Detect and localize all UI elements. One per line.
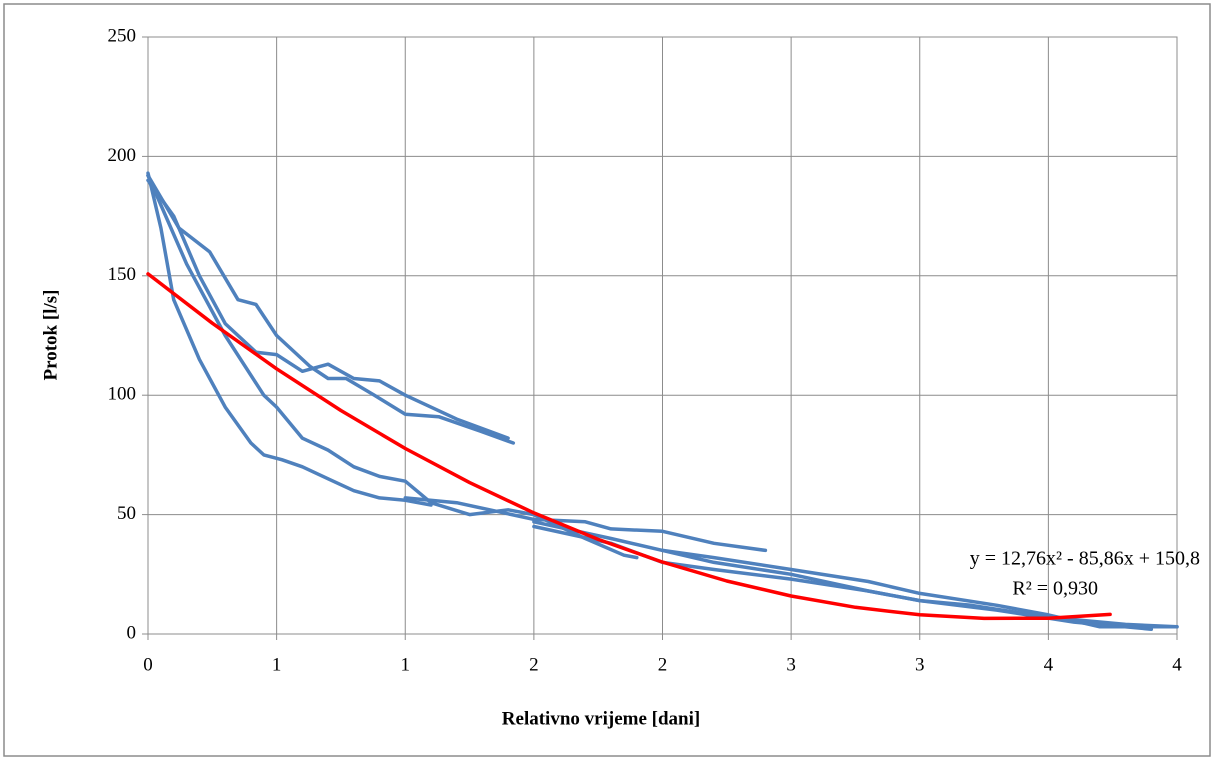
y-tick-label: 100 xyxy=(108,384,137,405)
trendline-r2: R² = 0,930 xyxy=(1012,578,1098,600)
series-line xyxy=(146,272,1112,621)
trendline-equation: y = 12,76x² - 85,86x + 150,8 xyxy=(970,548,1200,570)
y-tick-label: 50 xyxy=(117,503,136,524)
x-tick-label: 4 xyxy=(1172,654,1182,675)
series-line xyxy=(403,496,768,553)
x-axis-label: Relativno vrijeme [dani] xyxy=(502,708,700,729)
series-line xyxy=(146,171,433,507)
y-axis-label: Protok [l/s] xyxy=(40,290,61,381)
y-tick-label: 250 xyxy=(108,25,137,46)
x-tick-label: 0 xyxy=(143,654,153,675)
series-line xyxy=(146,178,510,440)
series-line xyxy=(146,173,516,445)
x-tick-label: 2 xyxy=(529,654,539,675)
x-tick-label: 2 xyxy=(658,654,668,675)
series-line xyxy=(660,548,1179,629)
x-tick-label: 4 xyxy=(1044,654,1054,675)
x-tick-label: 1 xyxy=(272,654,282,675)
x-tick-label: 3 xyxy=(786,654,796,675)
x-tick-label: 3 xyxy=(915,654,925,675)
x-tick-label: 1 xyxy=(401,654,411,675)
y-tick-label: 0 xyxy=(127,622,137,643)
y-tick-label: 150 xyxy=(108,264,137,285)
y-tick-label: 200 xyxy=(108,145,137,166)
